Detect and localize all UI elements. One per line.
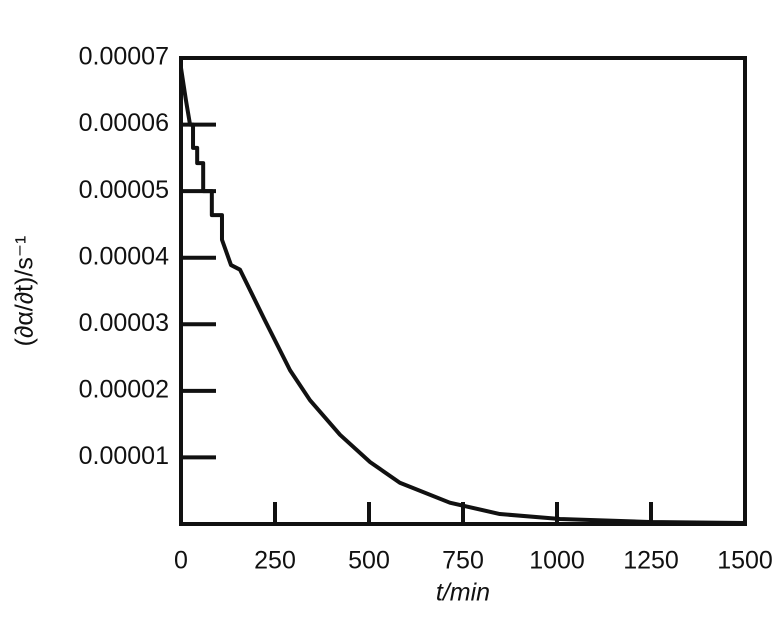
y-tick-label: 0.00005 — [79, 176, 169, 204]
y-tick-label: 0.00003 — [79, 309, 169, 337]
data-line — [179, 67, 746, 526]
x-axis-label: t/min — [436, 579, 490, 607]
x-tick-label: 750 — [442, 547, 484, 575]
y-tick-label: 0.00001 — [79, 442, 169, 470]
x-tick-label: 0 — [174, 547, 188, 575]
x-tick-label: 500 — [348, 547, 390, 575]
y-tick-label: 0.00006 — [79, 109, 169, 137]
y-tick-label: 0.00004 — [79, 242, 169, 270]
y-tick-label: 0.00007 — [79, 43, 169, 71]
x-tick-label: 1500 — [717, 547, 773, 575]
y-tick-label: 0.00002 — [79, 375, 169, 403]
plot-frame — [179, 56, 747, 526]
x-tick-label: 1250 — [623, 547, 679, 575]
x-tick-label: 1000 — [529, 547, 585, 575]
y-axis-label: (∂α/∂t)/s⁻¹ — [11, 236, 39, 347]
x-tick-label: 250 — [254, 547, 296, 575]
